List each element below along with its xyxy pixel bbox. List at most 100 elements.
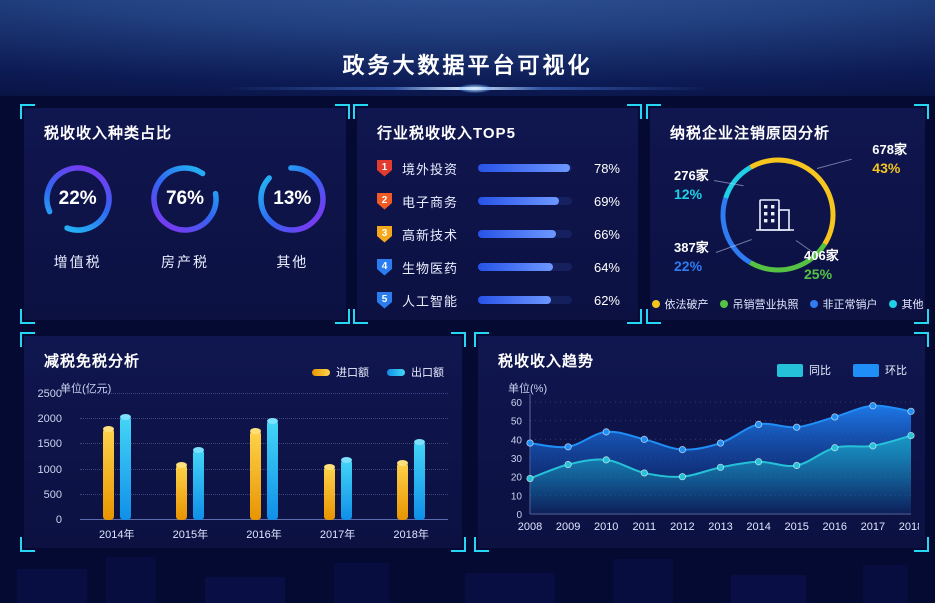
x-axis-tick-label: 2018	[899, 521, 919, 533]
bar-出口额	[414, 439, 426, 520]
legend-item[interactable]: 依法破产	[651, 296, 709, 312]
ring-arc	[43, 165, 112, 233]
gridline	[80, 393, 448, 394]
industry-percent: 66%	[593, 226, 620, 242]
ring-gauge: 76% 房产税	[140, 160, 230, 272]
page-title: 政务大数据平台可视化	[342, 53, 593, 78]
bar-group	[321, 456, 355, 520]
legend-label: 其他	[901, 299, 924, 311]
legend-swatch	[312, 368, 330, 376]
x-axis-tick-label: 2014	[746, 521, 770, 533]
bar-group	[394, 439, 428, 520]
panel-corner-bracket	[20, 104, 35, 119]
callout-count: 276家	[674, 168, 709, 183]
donut-chart	[720, 157, 836, 273]
rank-badge-icon: 2	[377, 192, 392, 210]
top5-row: 4 生物医药 64%	[377, 257, 620, 277]
data-point-同比	[564, 460, 572, 469]
bar-top-cap	[176, 462, 188, 469]
legend-item[interactable]: 非正常销户	[809, 296, 878, 312]
panel-corner-bracket	[20, 537, 35, 552]
y-axis-tick-label: 1000	[37, 463, 62, 476]
industry-bar-fill	[478, 197, 560, 205]
legend-label: 非正常销户	[822, 299, 878, 311]
data-point-同比	[640, 469, 648, 477]
panel-corner-bracket	[451, 537, 466, 552]
legend-item[interactable]: 吊销营业执照	[719, 296, 799, 312]
callout-count: 387家	[674, 240, 709, 255]
y-axis-tick-label: 30	[511, 454, 523, 465]
data-point-同比	[678, 473, 686, 481]
data-point-环比	[640, 435, 648, 443]
data-point-同比	[716, 463, 725, 471]
bar-top-cap	[119, 414, 131, 421]
bar-top-cap	[102, 425, 114, 432]
panel-corner-bracket	[914, 332, 929, 347]
legend-item[interactable]: 同比	[777, 362, 831, 378]
donut-legend: 依法破产 吊销营业执照 非正常销户 其他	[650, 296, 925, 312]
donut-slice	[720, 157, 836, 273]
y-axis-tick-label: 0	[516, 510, 522, 521]
bar-出口额	[119, 414, 131, 520]
y-axis-tick-label: 2000	[37, 413, 62, 426]
panel-corner-bracket	[335, 104, 350, 119]
ring-percent: 13%	[273, 188, 312, 209]
legend-label: 同比	[809, 365, 831, 377]
ring-gauges: 22% 增值税 76% 房产税 13%	[24, 160, 346, 272]
top5-row: 1 境外投资 78%	[377, 158, 620, 178]
panel-corner-bracket	[353, 309, 368, 324]
industry-percent: 64%	[593, 259, 620, 275]
x-axis-labels: 2014年 2015年 2016年 2017年 2018年	[80, 526, 448, 542]
ring-chart: 13%	[253, 160, 331, 238]
legend-item[interactable]: 进口额	[312, 364, 369, 380]
panel-industry-top5: 行业税收收入TOP5 1 境外投资 78% 2 电子商务 69% 3 高新技术 66% 4 生物医药…	[353, 104, 642, 324]
x-axis-tick-label: 2009	[556, 521, 580, 533]
legend-item[interactable]: 其他	[888, 296, 924, 312]
rank-badge-icon: 3	[377, 225, 392, 243]
callout-feizhengchang: 387家 22%	[674, 238, 709, 276]
panel-corner-bracket	[20, 309, 35, 324]
rank-badge-icon: 4	[377, 258, 392, 276]
donut-slice	[720, 157, 836, 273]
data-point-环比	[564, 443, 572, 451]
ring-label: 增值税	[53, 254, 102, 270]
bar-top-cap	[340, 456, 352, 463]
donut-slice	[720, 157, 836, 273]
y-axis-tick-label: 20	[511, 473, 523, 484]
x-axis-tick-label: 2016	[823, 521, 847, 533]
industry-bar	[478, 263, 572, 271]
industry-bar	[478, 230, 572, 238]
y-axis-tick-label: 40	[511, 435, 523, 446]
industry-bar-fill	[478, 296, 551, 304]
x-axis-tick-label: 2017	[861, 521, 885, 533]
industry-label: 境外投资	[402, 161, 459, 177]
y-axis-tick-label: 0	[55, 514, 62, 526]
bar-group	[247, 418, 281, 520]
callout-count: 406家	[804, 248, 839, 263]
y-axis-tick-label: 1500	[37, 438, 62, 451]
legend-label: 出口额	[411, 367, 444, 379]
industry-label: 高新技术	[402, 227, 459, 243]
industry-percent: 69%	[593, 193, 620, 209]
ring-percent: 76%	[165, 188, 204, 209]
x-axis-tick-label: 2011	[632, 521, 656, 533]
ring-arc	[151, 165, 219, 233]
panel-corner-bracket	[335, 309, 350, 324]
city-skyline-decoration	[0, 551, 935, 603]
legend-item[interactable]: 环比	[853, 362, 907, 378]
data-point-同比	[526, 474, 534, 483]
ring-gauge: 13% 其他	[247, 160, 337, 272]
panel-title: 减税免税分析	[44, 353, 141, 370]
legend-label: 吊销营业执照	[732, 299, 799, 311]
panel-corner-bracket	[474, 537, 489, 552]
ring-chart: 76%	[146, 160, 224, 238]
bar-出口额	[266, 418, 278, 520]
x-axis-tick-label: 2015年	[172, 529, 209, 541]
ring-label: 其他	[276, 254, 309, 270]
legend-swatch	[777, 363, 803, 377]
area-同比	[530, 435, 911, 514]
data-point-环比	[526, 439, 534, 447]
legend-item[interactable]: 出口额	[387, 364, 444, 380]
industry-bar-fill	[478, 164, 570, 172]
